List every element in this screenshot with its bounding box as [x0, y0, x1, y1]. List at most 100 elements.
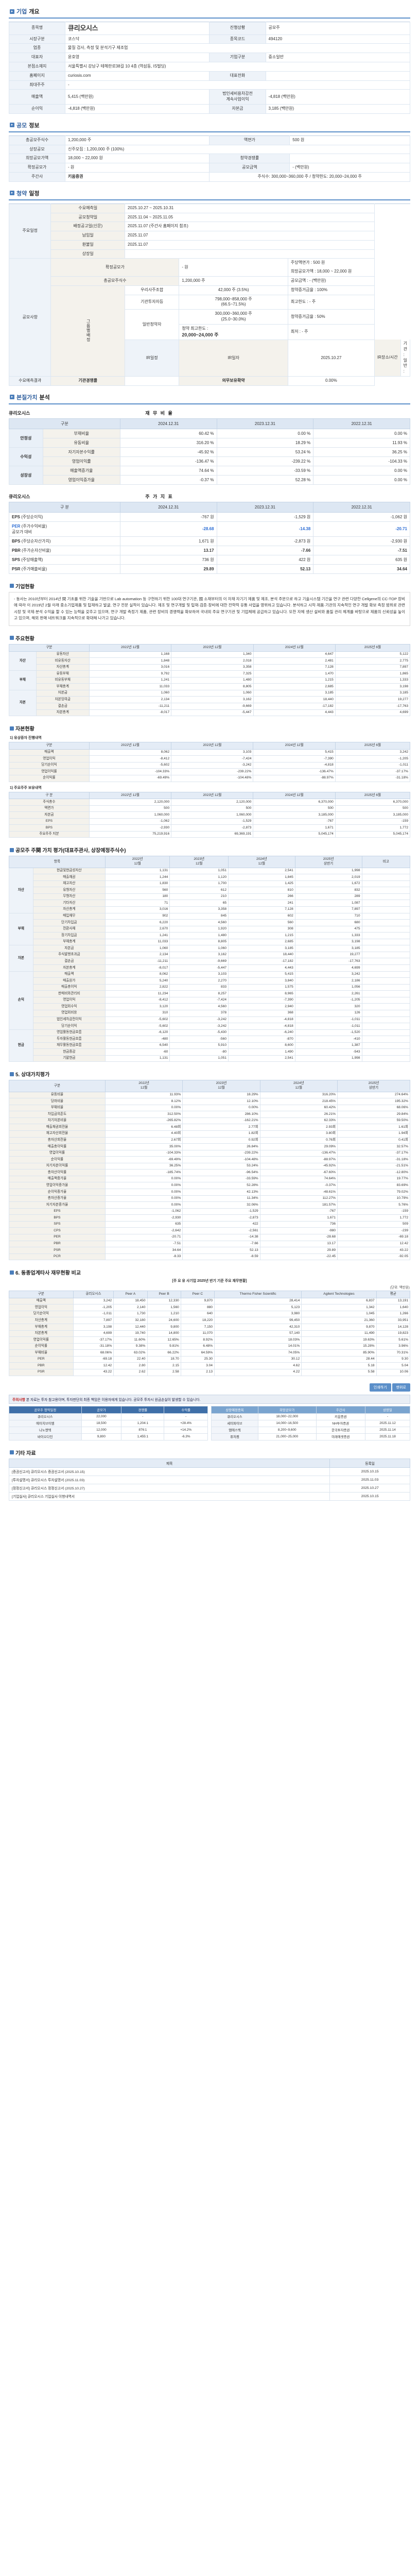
- cell-value: 5.58: [301, 1368, 377, 1376]
- cell-value: 7,325: [171, 670, 254, 677]
- cell-value: +14.2%: [164, 1426, 208, 1434]
- valuation-header: 5. 상대가치평가: [10, 1070, 410, 1078]
- cell-value: 한국투자증권: [316, 1426, 365, 1434]
- cell-value: 1,671 원: [119, 536, 217, 546]
- table-row: 주식총수 2,120,000 2,120,000 6,370,000 6,370,000: [9, 799, 411, 806]
- table-row: 업종 물질 검사, 측정 및 분석기구 제조업: [9, 43, 410, 54]
- list-item[interactable]: 큐리오시스 22,000- -: [9, 1413, 208, 1420]
- list-item[interactable]: [정정신고서] 큐리오시스 정정신고서 (2025.10.27) 2025.10.…: [8, 1483, 410, 1493]
- cell-value: 1,480: [169, 932, 229, 939]
- cell-value: 3.96%: [376, 1343, 411, 1350]
- cell-value: 66.22%: [147, 1349, 181, 1357]
- cell-label: 순이익률: [9, 774, 90, 782]
- cell-value: 5,122: [335, 651, 411, 658]
- col-header-period: 2022.12.31: [313, 418, 410, 429]
- scroll-top-button[interactable]: 맨위로: [392, 1383, 410, 1392]
- cell-value: 3,198: [294, 938, 362, 946]
- list-item[interactable]: 세미파이브 14,000~16,500 NH투자증권 2025.11.12: [211, 1419, 411, 1427]
- cell-value: 832: [294, 887, 362, 894]
- table-row: 영업이익률 -104.33% -239.22% -136.47% -37.17%: [9, 1149, 410, 1157]
- col-header-category: 항목: [9, 856, 106, 868]
- cell-value: -92.05: [337, 1253, 410, 1261]
- list-item[interactable]: 바이오다인 9,800 1,455:1 -6.3%: [9, 1433, 208, 1440]
- mini-tables-row: 공모주 청약일정 공모가 경쟁률 수익률 큐리오시스 22,000- - 에이치브이엠 18,5…: [9, 1405, 411, 1440]
- cell-value: 1,470: [253, 670, 336, 677]
- doc-date: 2025.11.03: [329, 1475, 410, 1484]
- cell-label: 영업이익률: [42, 456, 120, 466]
- cell-value: -20.71: [104, 1233, 183, 1241]
- cell-value: 0.00%: [104, 1104, 183, 1112]
- cell-note: [361, 938, 411, 946]
- cell-value: 2,261: [294, 990, 362, 997]
- cell-value: 26.21%: [259, 1111, 338, 1118]
- company-name-label: 큐리오시스: [9, 494, 30, 499]
- col-header-period: 2023년 12월: [171, 742, 254, 750]
- table-row: 수요예측결과 기관경쟁률 의무보유확약 0.00%: [9, 376, 410, 386]
- table-header-row: 상장예정종목 희망공모가 주간사 상장일: [211, 1405, 411, 1414]
- section-title-secondary: 일정: [29, 190, 40, 197]
- cell-value: -2,930: [89, 824, 172, 832]
- docs-title: 기타 자료: [15, 1450, 36, 1456]
- list-item[interactable]: [투자설명서] 큐리오시스 투자설명서 (2025.11.03) 2025.11.…: [8, 1475, 410, 1484]
- cell-value: 500: [171, 805, 254, 812]
- cell-value: 2,120,000: [89, 799, 172, 806]
- cell-value: -: [121, 1413, 165, 1420]
- cell-label: 재무활동현금흐름: [32, 1042, 106, 1049]
- shareholders-header: 주요현황: [10, 634, 410, 642]
- list-item[interactable]: 에이치브이엠 18,500 1,204:1 +28.4%: [9, 1419, 208, 1427]
- table-row: PBR (주가순자산비율) 13.17 -7.66 -7.51: [9, 545, 410, 555]
- cell-value: 3,016: [104, 906, 170, 913]
- table-row: 주식발행초과금 2,134 3,162 18,440 19,277: [9, 951, 411, 959]
- cell-label: 청약경쟁률: [209, 154, 290, 164]
- cell-value: 3,162: [169, 951, 229, 959]
- metric-desc: (주당매출액): [21, 557, 43, 562]
- cell-note: [361, 990, 411, 997]
- metric-desc: (주당순자산가치): [21, 538, 51, 544]
- cell-value: 11.34%: [182, 1195, 260, 1202]
- cell-value: 21,360: [301, 1317, 377, 1324]
- col-header: 경쟁률: [121, 1405, 165, 1414]
- cell-value: 3,185: [335, 689, 411, 697]
- cell-net-income: -4,818 (백만원): [65, 104, 210, 114]
- cell-value: 316.20 %: [119, 437, 217, 448]
- cell-homepage[interactable]: curiosis.com: [65, 71, 210, 81]
- cell-value: -5,602: [89, 761, 172, 769]
- cell-label: 매출액증가율: [42, 465, 120, 476]
- cell-value: -37.17%: [335, 768, 411, 775]
- cell-ir-date: 2025.10.27: [288, 340, 375, 377]
- section-rule: [9, 199, 410, 200]
- table-row: 부채비율 68.06% 63.02% 66.22% 64.59% 74.05% 85.90%…: [9, 1349, 411, 1357]
- print-button[interactable]: 인쇄하기: [369, 1383, 391, 1392]
- table-row: 주요일정 수요예측일 2025.10.27 ~ 2025.10.31: [9, 204, 410, 259]
- cell-label: 당기순이익: [9, 1310, 74, 1318]
- cell-label: 당좌비율: [9, 1098, 106, 1105]
- list-item[interactable]: 큐리오시스 18,000~22,000 키움증권 -: [211, 1413, 411, 1420]
- list-item[interactable]: 퓨처켐 21,000~25,000 미래에셋증권 2025.11.18: [211, 1433, 411, 1440]
- table-row: 자산총계 7,897 32,180 24,600 18,220 99,450 21,360 3…: [9, 1317, 411, 1324]
- table-row: PSR 43.22 2.62 2.58 2.13 4.22 5.58 10.06: [9, 1368, 411, 1376]
- cell-value: -159: [335, 818, 411, 825]
- cell-label: 확정공모가: [9, 163, 66, 173]
- table-row: 부채총계 11,033 8,805 2,685 3,198: [9, 938, 411, 946]
- cell-value: -8,017: [104, 964, 170, 972]
- cell-label: 영업이익률: [9, 1149, 106, 1157]
- cell-value: 4,443: [253, 709, 336, 717]
- cell-value: 28,414: [214, 1297, 302, 1305]
- table-row: 당기순이익 -5,602 -3,242 -4,818 -1,011: [9, 1023, 411, 1030]
- cell-value: 2.77회: [182, 1124, 260, 1131]
- cell-value: 32,180: [113, 1317, 148, 1324]
- cell-value: 9,792: [89, 670, 172, 677]
- list-item[interactable]: 나노엔텍 12,000 876:1 +14.2%: [9, 1426, 208, 1434]
- cell-value: 19,740: [113, 1330, 148, 1337]
- list-item[interactable]: [증권신고서] 큐리오시스 증권신고서 (2025.10.15) 2025.10.…: [8, 1467, 410, 1476]
- cell-value: 14,800: [147, 1330, 181, 1337]
- table-row: PBR -7.51 -7.66 13.17 12.42: [9, 1240, 410, 1248]
- notice-badge: 주의사항: [12, 1398, 26, 1402]
- cell-value: -239.22%: [171, 768, 254, 775]
- list-item[interactable]: 엠에스텍 8,200~9,600 한국투자증권 2025.11.14: [211, 1426, 411, 1434]
- note-price-band: 희망공모가액 : 18,000 ~ 22,000 원: [290, 269, 352, 274]
- list-item[interactable]: [기업실사] 큐리오시스 기업실사 이행내역서 2025.10.15: [8, 1492, 410, 1501]
- section-header-company: ▸ 기업 개요: [10, 7, 410, 15]
- cell-label: 기업구분: [209, 53, 266, 62]
- col-header-period: 2025년 상반기: [337, 1080, 410, 1092]
